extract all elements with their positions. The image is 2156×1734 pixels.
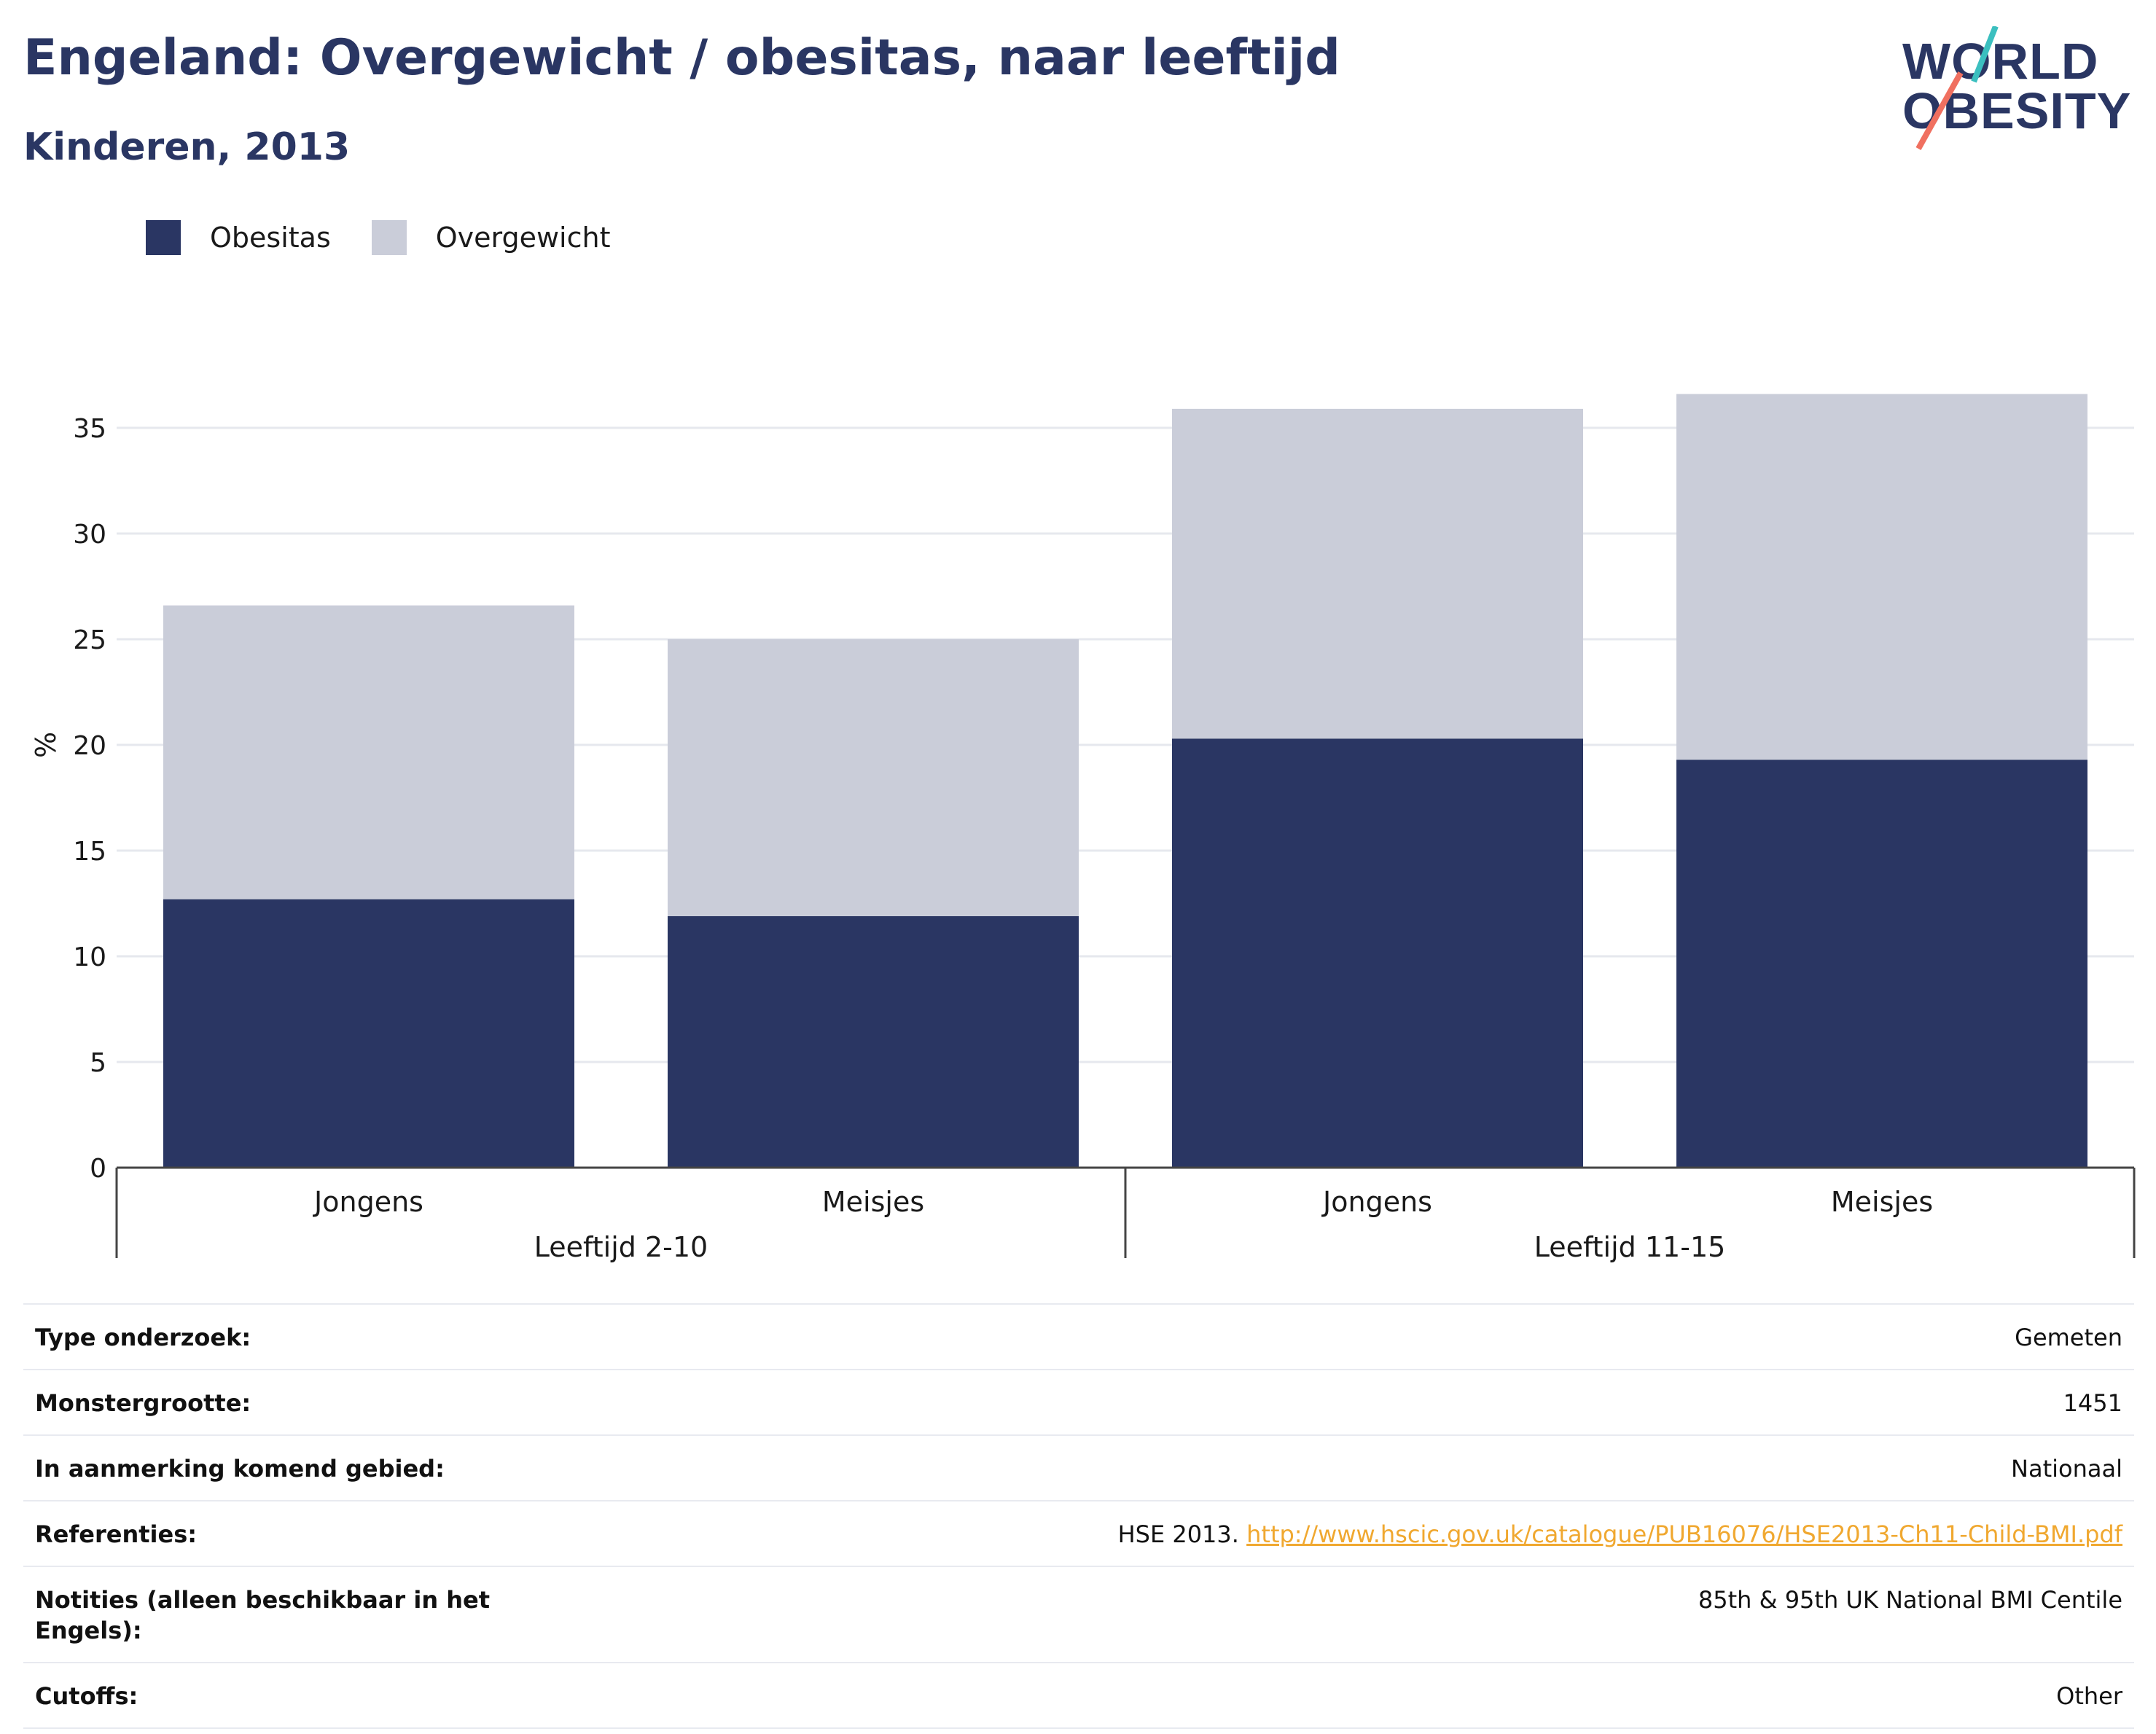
bar-overgewicht-0	[163, 605, 574, 899]
bar-overgewicht-2	[1172, 408, 1583, 739]
info-value-area: Nationaal	[2011, 1455, 2122, 1483]
x-tick-label: Meisjes	[1831, 1186, 1933, 1218]
y-tick-label: 35	[73, 414, 106, 444]
bar-overgewicht-1	[668, 639, 1079, 916]
reference-link[interactable]: http://www.hscic.gov.uk/catalogue/PUB160…	[1246, 1520, 2122, 1548]
info-label-references: Referenties:	[35, 1520, 198, 1548]
logo-coral-stroke	[1915, 71, 1964, 150]
info-value-notes: 85th & 95th UK National BMI Centile	[1698, 1586, 2122, 1614]
info-value-type: Gemeten	[2015, 1324, 2122, 1351]
legend-item-overgewicht[interactable]: Overgewicht	[371, 220, 611, 255]
legend-item-obesitas[interactable]: Obesitas	[146, 220, 331, 255]
y-tick-label: 10	[73, 942, 106, 972]
info-value-references: HSE 2013. http://www.hscic.gov.uk/catalo…	[1118, 1519, 2122, 1550]
reference-text: HSE 2013.	[1117, 1520, 1239, 1548]
info-table: Type onderzoek: Gemeten Monstergrootte: …	[23, 1303, 2134, 1729]
legend-label-obesitas: Obesitas	[210, 222, 331, 254]
bar-obesitas-0	[163, 899, 574, 1168]
info-label-area: In aanmerking komend gebied:	[35, 1455, 445, 1483]
info-row-area: In aanmerking komend gebied: Nationaal	[23, 1436, 2134, 1501]
y-tick-label: 30	[73, 520, 106, 550]
group-label-0: Leeftijd 2-10	[534, 1231, 708, 1263]
y-tick-label: 0	[90, 1154, 106, 1184]
bar-obesitas-1	[668, 915, 1079, 1168]
bar-obesitas-3	[1676, 759, 2087, 1168]
info-value-cutoffs: Other	[2056, 1682, 2122, 1710]
x-tick-label: Jongens	[313, 1186, 423, 1218]
y-tick-label: 25	[73, 625, 106, 655]
info-row-sample-size: Monstergrootte: 1451	[23, 1370, 2134, 1436]
stacked-bar-chart: 0 5 10 15 20 25 30 35% Jongens Meisjes Jongens Meis…	[30, 394, 2136, 1263]
chart-subtitle: Kinderen, 2013	[23, 125, 351, 169]
logo-line1: WORLD	[1902, 33, 2098, 90]
y-tick-label: 5	[90, 1048, 106, 1078]
info-label-sample-size: Monstergrootte:	[35, 1389, 251, 1417]
y-axis-label: %	[30, 732, 62, 758]
logo-teal-stroke	[1971, 26, 1999, 83]
world-obesity-logo: WORLD OBESITY	[1902, 26, 2130, 150]
info-row-cutoffs: Cutoffs: Other	[23, 1663, 2134, 1729]
bar-overgewicht-3	[1676, 394, 2087, 760]
y-tick-label: 20	[73, 731, 106, 761]
group-label-1: Leeftijd 11-15	[1534, 1231, 1726, 1263]
y-tick-label: 15	[73, 837, 106, 867]
x-tick-label: Jongens	[1321, 1186, 1432, 1218]
chart-legend: Obesitas Overgewicht	[146, 219, 652, 257]
legend-swatch-obesitas	[146, 220, 181, 255]
legend-label-overgewicht: Overgewicht	[435, 222, 611, 254]
info-value-sample-size: 1451	[2063, 1389, 2122, 1417]
chart-title: Engeland: Overgewicht / obesitas, naar l…	[23, 29, 1340, 87]
bar-obesitas-2	[1172, 738, 1583, 1168]
info-label-type: Type onderzoek:	[35, 1324, 251, 1351]
info-row-type: Type onderzoek: Gemeten	[23, 1305, 2134, 1370]
x-tick-label: Meisjes	[822, 1186, 924, 1218]
info-label-notes: Notities (alleen beschikbaar in het Enge…	[35, 1586, 491, 1644]
info-label-cutoffs: Cutoffs:	[35, 1682, 138, 1710]
info-row-notes: Notities (alleen beschikbaar in het Enge…	[23, 1567, 2134, 1663]
info-row-references: Referenties: HSE 2013. http://www.hscic.…	[23, 1501, 2134, 1567]
legend-swatch-overgewicht	[371, 220, 407, 255]
